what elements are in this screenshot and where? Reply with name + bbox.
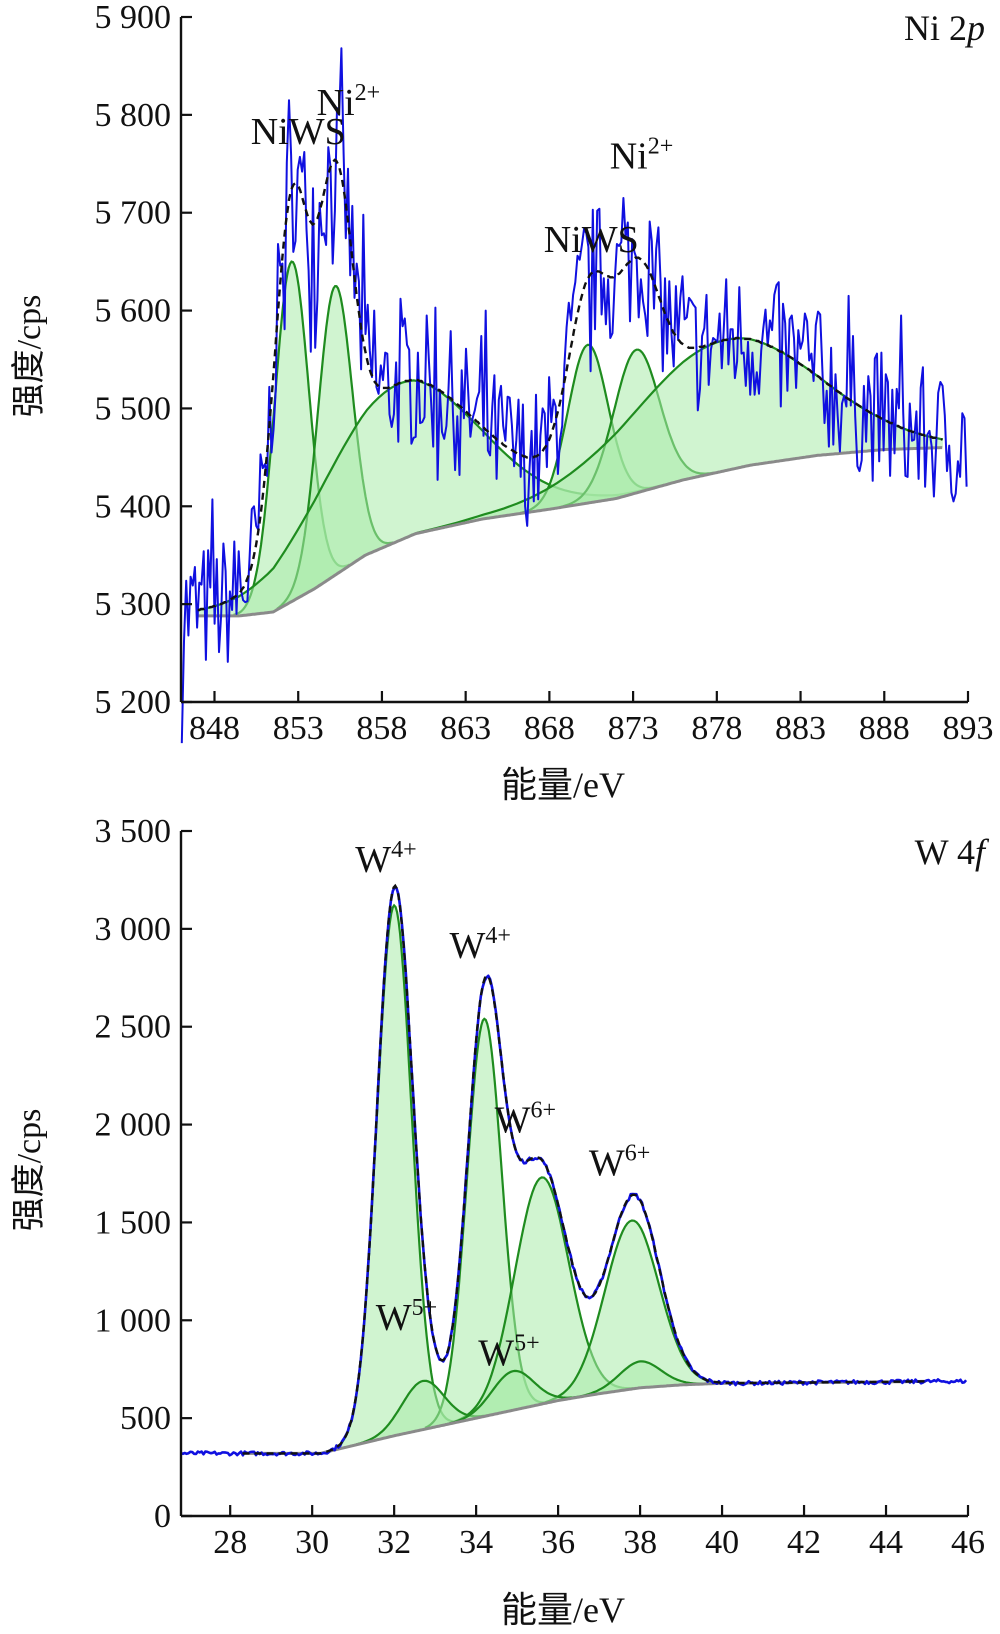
x-tick-label: 888 xyxy=(859,710,910,747)
peak-label-superscript: 6+ xyxy=(625,1140,651,1166)
peak-label: W4+ xyxy=(355,837,416,881)
w4f-peak-labels: W4+W4+W6+W6+W5+W5+ xyxy=(355,837,650,1374)
y-tick-label: 5 600 xyxy=(95,293,172,330)
y-tick-label: 5 700 xyxy=(95,195,172,232)
ni2p-plot-area xyxy=(180,47,968,744)
component-fill-3 xyxy=(197,380,665,616)
peak-label-superscript: 4+ xyxy=(391,837,417,863)
y-tick-label: 2 500 xyxy=(95,1009,172,1046)
component-fill-5 xyxy=(351,1380,494,1446)
x-tick-label: 38 xyxy=(623,1524,657,1561)
peak-label-superscript: 6+ xyxy=(530,1097,556,1123)
peak-label: Ni2+ xyxy=(317,80,381,124)
peak-label-text: W xyxy=(376,1297,412,1339)
x-tick-label: 34 xyxy=(459,1524,493,1561)
x-tick-label: 30 xyxy=(295,1524,329,1561)
peak-label-superscript: 4+ xyxy=(485,923,511,949)
y-tick-label: 500 xyxy=(120,1400,171,1437)
x-tick-label: 40 xyxy=(705,1524,739,1561)
ni2p-x-axis-label: 能量/eV xyxy=(501,765,625,805)
peak-label: W4+ xyxy=(450,923,511,967)
x-tick-label: 853 xyxy=(273,710,324,747)
x-tick-label: 36 xyxy=(541,1524,575,1561)
component-peak-7 xyxy=(568,1360,712,1400)
x-tick-label: 848 xyxy=(189,710,240,747)
ni2p-panel: 5 200 5 300 5 400 5 500 5 600 5 700 5 800 5 900… xyxy=(10,0,994,805)
x-tick-label: 868 xyxy=(524,710,575,747)
y-tick-label: 5 300 xyxy=(95,586,172,623)
peak-label-text: Ni xyxy=(610,136,648,178)
x-tick-label: 873 xyxy=(608,710,659,747)
peak-label-text: Ni xyxy=(317,82,355,124)
peak-label: W5+ xyxy=(478,1330,539,1374)
y-tick-label: 5 900 xyxy=(95,0,172,36)
peak-label-superscript: 5+ xyxy=(412,1295,438,1321)
y-tick-label: 5 500 xyxy=(95,390,172,427)
x-tick-label: 42 xyxy=(787,1524,821,1561)
peak-label-text: NiWS xyxy=(251,111,346,153)
x-tick-label: 863 xyxy=(440,710,491,747)
peak-label: W5+ xyxy=(376,1295,437,1339)
peak-label: W6+ xyxy=(495,1097,556,1141)
peak-label-text: W xyxy=(495,1099,531,1141)
peak-label-text: NiWS xyxy=(544,219,639,261)
y-tick-label: 5 400 xyxy=(95,488,172,525)
peak-label: W6+ xyxy=(589,1140,650,1184)
w4f-y-axis-label: 强度/cps xyxy=(10,1109,48,1232)
x-tick-label: 46 xyxy=(951,1524,985,1561)
w4f-panel: 0 500 1 000 1 500 2 000 2 500 3 000 3 500 28 30 32… xyxy=(10,813,990,1630)
component-fill-7 xyxy=(569,1361,712,1399)
x-tick-label: 878 xyxy=(691,710,742,747)
ni2p-axes xyxy=(179,17,968,704)
raw-spectrum-line xyxy=(180,47,968,744)
ni2p-corner-label: Ni 2p xyxy=(904,8,985,48)
y-tick-label: 3 500 xyxy=(95,813,172,850)
w4f-plot-area xyxy=(180,883,968,1457)
peak-label-superscript: 2+ xyxy=(355,80,381,106)
component-fill-1 xyxy=(335,905,454,1450)
fit-envelope-line xyxy=(242,883,926,1455)
component-fill-6 xyxy=(410,338,943,536)
y-tick-label: 5 200 xyxy=(95,684,172,721)
background-line xyxy=(197,446,943,618)
y-tick-label: 1 500 xyxy=(95,1204,172,1241)
y-tick-label: 1 000 xyxy=(95,1302,172,1339)
component-peak-6 xyxy=(441,1369,585,1427)
w4f-corner-label: W 4f xyxy=(915,832,990,872)
peak-label: NiWS xyxy=(544,219,639,261)
peak-label-text: W xyxy=(589,1142,625,1184)
peak-label-superscript: 5+ xyxy=(514,1330,540,1356)
w4f-ticks: 0 500 1 000 1 500 2 000 2 500 3 000 3 500 28 30 32… xyxy=(95,813,986,1561)
w4f-axes xyxy=(179,831,968,1518)
y-tick-label: 2 000 xyxy=(95,1107,172,1144)
component-fill-6 xyxy=(442,1370,584,1426)
x-tick-label: 44 xyxy=(869,1524,903,1561)
y-tick-label: 3 000 xyxy=(95,911,172,948)
x-tick-label: 28 xyxy=(213,1524,247,1561)
ni2p-ticks: 5 200 5 300 5 400 5 500 5 600 5 700 5 800 5 900… xyxy=(95,0,994,747)
x-tick-label: 858 xyxy=(356,710,407,747)
x-tick-label: 32 xyxy=(377,1524,411,1561)
peak-label-text: W xyxy=(450,925,486,967)
peak-label: NiWS xyxy=(251,111,346,153)
ni2p-y-axis-label: 强度/cps xyxy=(10,295,48,418)
x-tick-label: 893 xyxy=(943,710,994,747)
peak-label-text: W xyxy=(355,839,391,881)
peak-label-text: W xyxy=(478,1332,514,1374)
w4f-x-axis-label: 能量/eV xyxy=(501,1590,625,1630)
fit-envelope-line xyxy=(197,158,943,612)
y-tick-label: 5 800 xyxy=(95,97,172,134)
y-tick-label: 0 xyxy=(154,1498,171,1535)
peak-label-superscript: 2+ xyxy=(648,134,674,160)
x-tick-label: 883 xyxy=(775,710,826,747)
peak-label: Ni2+ xyxy=(610,134,674,178)
